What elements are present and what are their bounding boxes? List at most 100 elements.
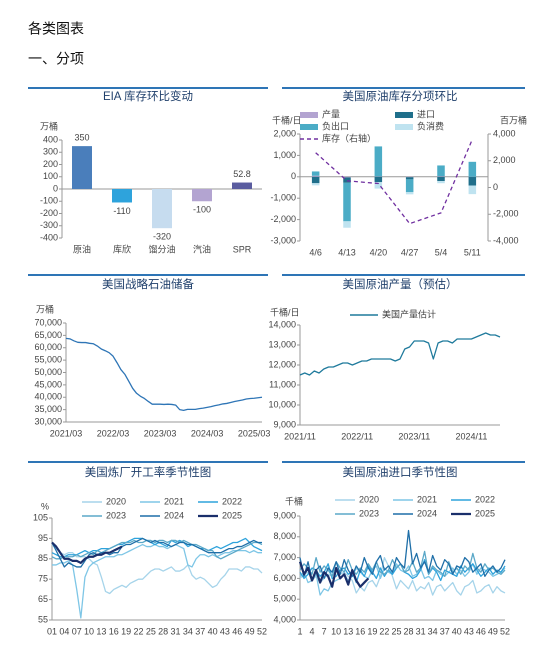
chart-title: 美国原油产量（预估） — [343, 277, 458, 291]
bar-segment — [343, 177, 351, 183]
x-tick-label: 16 — [355, 626, 365, 636]
y-tick-label: 12,000 — [268, 359, 296, 369]
data-label: -320 — [153, 232, 171, 242]
x-tick-label: 46 — [232, 626, 242, 636]
x-tick-label: 52 — [257, 626, 267, 636]
x-tick-label: 43 — [220, 626, 230, 636]
y-tick-label: 65,000 — [34, 330, 62, 340]
bar-segment — [405, 177, 414, 180]
y-tick-label: 5,000 — [273, 594, 296, 604]
bar-segment — [374, 182, 383, 189]
x-tick-label: 49 — [488, 626, 498, 636]
legend-label: 进口 — [417, 109, 435, 119]
bar-segment — [311, 176, 320, 184]
x-tick-label: 49 — [245, 626, 255, 636]
chart-title: 美国原油库存分项环比 — [343, 89, 458, 103]
x-tick-label: 19 — [367, 626, 377, 636]
legend-label: 2020 — [359, 494, 379, 504]
legend-swatch — [300, 124, 318, 130]
x-tick-label: 19 — [121, 626, 131, 636]
chart-title: EIA 库存环比变动 — [103, 89, 193, 103]
series-line — [52, 543, 262, 619]
bar — [72, 146, 92, 189]
y-tick-label: 14,000 — [268, 319, 296, 329]
bar-segment — [343, 176, 351, 178]
series-line — [65, 337, 263, 412]
y2-tick-label: 0 — [493, 182, 498, 192]
data-label: 350 — [74, 133, 89, 143]
y-tick-label: 400 — [43, 134, 58, 144]
page-title: 各类图表 — [28, 21, 84, 37]
bar-segment — [437, 176, 445, 177]
legend-label: 2025 — [475, 508, 495, 518]
y-tick-label: 9,000 — [273, 510, 296, 520]
y-tick-label: 30,000 — [34, 416, 62, 426]
section-title: 一、分项 — [28, 51, 84, 67]
legend-swatch — [395, 112, 413, 118]
legend-label: 2021 — [417, 494, 437, 504]
y2-tick-label: 2,000 — [493, 155, 516, 165]
x-tick-label: 25 — [146, 626, 156, 636]
legend-swatch — [395, 124, 413, 130]
series-line — [298, 561, 370, 588]
y-tick-label: -400 — [40, 232, 58, 242]
bar-segment — [437, 176, 445, 182]
legend-label: 2023 — [359, 508, 379, 518]
y-tick-label: 11,000 — [269, 379, 296, 389]
x-tick-label: 馏分油 — [148, 243, 175, 254]
series-line — [299, 332, 501, 376]
x-tick-label: 7 — [322, 626, 327, 636]
bar-segment — [311, 183, 320, 186]
data-label: 52.8 — [233, 169, 251, 179]
x-tick-label: 46 — [476, 626, 486, 636]
x-tick-label: 01 — [47, 626, 57, 636]
bar — [152, 189, 172, 229]
x-tick-label: 10 — [331, 626, 341, 636]
x-tick-label: 28 — [404, 626, 414, 636]
y2-tick-label: 4,000 — [493, 128, 516, 138]
chart-title: 美国原油进口季节性图 — [343, 465, 458, 479]
y-tick-label: 55 — [38, 614, 48, 624]
bar-segment — [437, 181, 445, 184]
x-tick-label: 34 — [183, 626, 193, 636]
y-tick-label: 100 — [43, 171, 58, 181]
x-tick-label: 2022/03 — [97, 428, 130, 438]
x-tick-label: 2023/03 — [144, 428, 177, 438]
x-tick-label: 22 — [379, 626, 389, 636]
y-tick-label: 200 — [43, 159, 58, 169]
bar-segment — [311, 171, 320, 176]
x-tick-label: 5/4 — [435, 247, 448, 257]
x-tick-label: 库欣 — [113, 243, 131, 254]
bar-segment — [437, 165, 445, 177]
x-tick-label: 4/27 — [401, 247, 419, 257]
y-tick-label: -100 — [40, 196, 58, 206]
y-tick-label: 1,000 — [273, 150, 296, 160]
chart-title: 美国战略石油储备 — [102, 277, 194, 291]
data-label: -110 — [113, 206, 130, 216]
bar-segment — [405, 179, 414, 193]
legend-label: 2021 — [164, 496, 184, 506]
bar-segment — [311, 175, 320, 177]
y-tick-label: 13,000 — [268, 339, 296, 349]
data-label: -100 — [193, 205, 211, 215]
x-tick-label: 2025/03 — [238, 428, 271, 438]
y-tick-label: 85 — [38, 553, 48, 563]
x-tick-label: 2024/03 — [191, 428, 224, 438]
y-tick-label: 95 — [38, 533, 48, 543]
x-tick-label: 13 — [96, 626, 106, 636]
chart-title: 美国炼厂开工率季节性图 — [85, 465, 212, 479]
series-line — [315, 139, 473, 225]
legend-label: 库存（右轴） — [322, 132, 376, 143]
y-tick-label: 9,000 — [273, 419, 296, 429]
y-axis-label: 千桶/日 — [272, 114, 302, 125]
x-tick-label: 原油 — [73, 243, 91, 254]
legend-label: 2023 — [106, 510, 126, 520]
bar-segment — [374, 176, 383, 183]
x-tick-label: 1 — [297, 626, 302, 636]
legend-label: 产量 — [322, 108, 340, 119]
y-tick-label: 0 — [291, 171, 296, 181]
legend-label: 负出口 — [322, 120, 349, 131]
y-tick-label: -1,000 — [270, 193, 296, 203]
